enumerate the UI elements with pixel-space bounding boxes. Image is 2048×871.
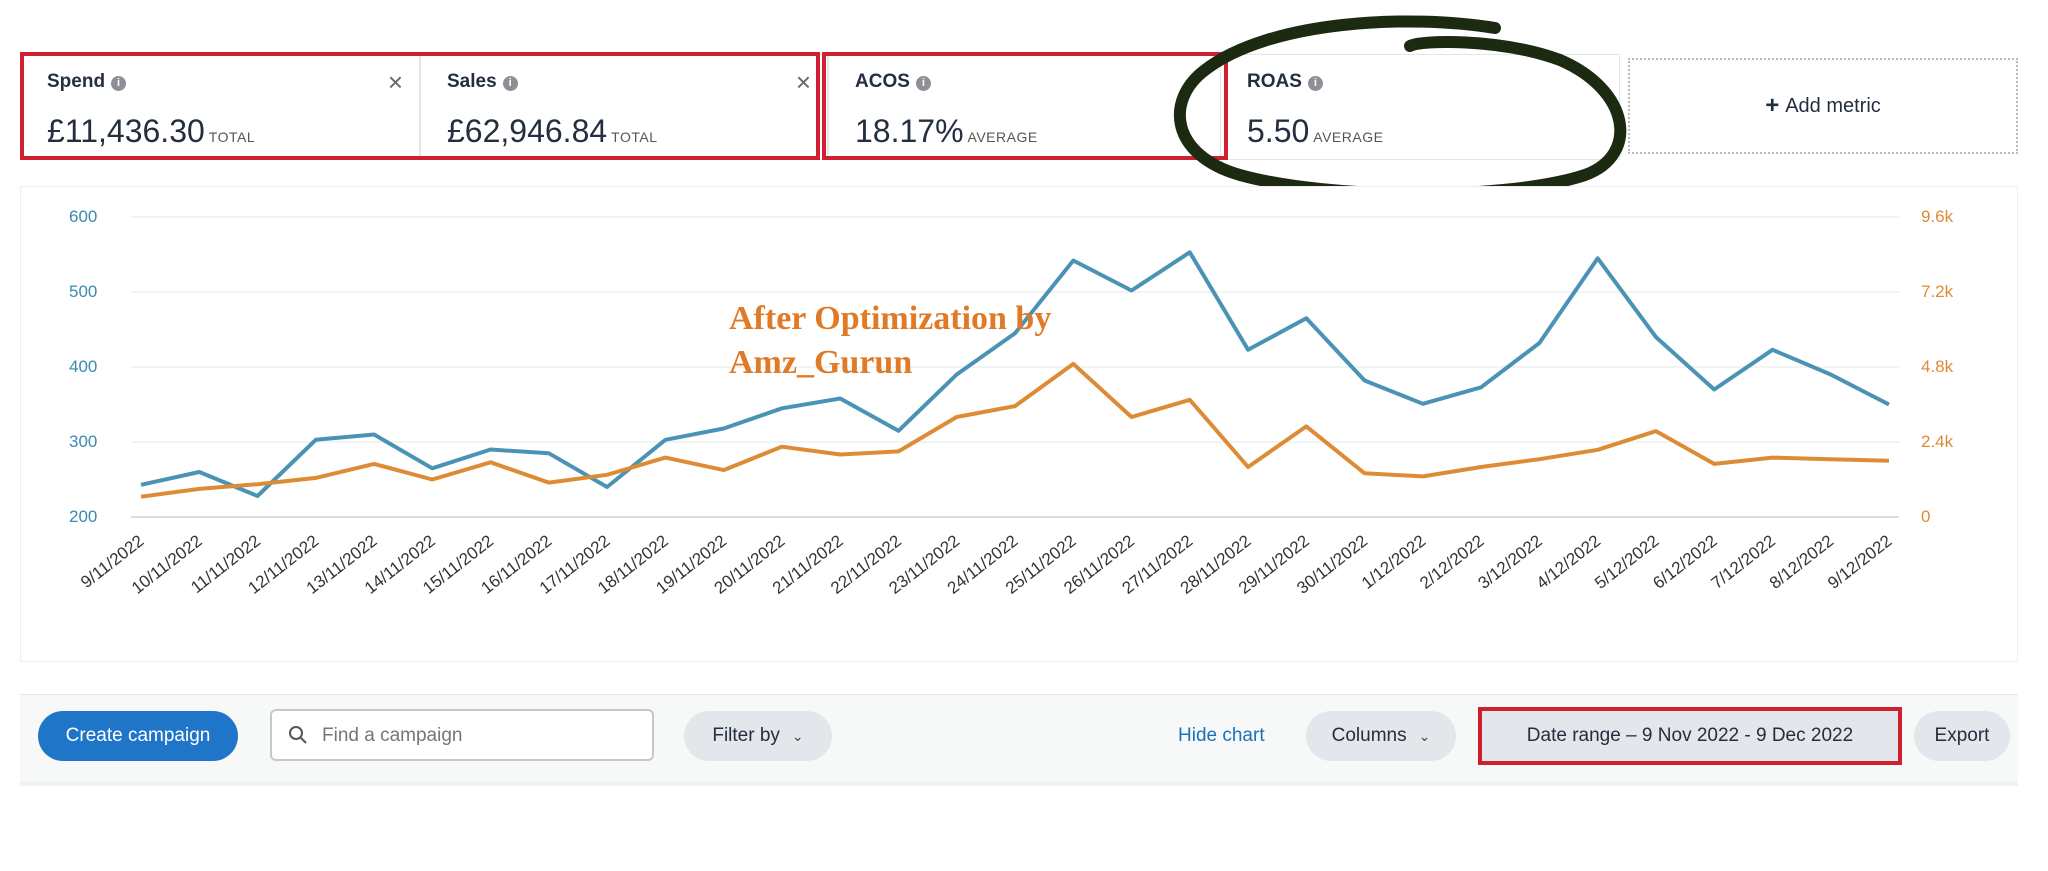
metric-value: 18.17% AVERAGE <box>855 113 1038 150</box>
add-metric-button[interactable]: + Add metric <box>1628 58 2018 154</box>
add-metric-label: Add metric <box>1785 94 1881 117</box>
right-tick: 7.2k <box>1921 282 1954 301</box>
series-line-right-axis <box>140 361 1890 499</box>
x-tick-label: 9/12/2022 <box>1824 531 1895 593</box>
x-tick-label: 1/12/2022 <box>1358 531 1429 593</box>
info-icon[interactable]: i <box>111 76 127 91</box>
highlight-box-date-range <box>1478 707 1902 765</box>
right-axis: 9.6k 7.2k 4.8k 2.4k 0 <box>1921 207 1954 526</box>
close-icon[interactable]: × <box>795 67 811 97</box>
annotation-line: After Optimization by <box>729 300 1051 337</box>
export-button[interactable]: Export <box>1914 711 2010 761</box>
highlight-box-acos <box>822 52 1228 160</box>
metric-name-text: Spend <box>47 71 106 92</box>
metric-name: Sales i <box>447 71 518 93</box>
metric-unit: AVERAGE <box>967 129 1038 145</box>
x-tick-label: 5/12/2022 <box>1591 531 1662 593</box>
left-tick: 300 <box>69 432 97 451</box>
metric-unit: AVERAGE <box>1313 129 1384 145</box>
x-tick-label: 4/12/2022 <box>1533 531 1604 593</box>
x-tick-label: 6/12/2022 <box>1649 531 1720 593</box>
metric-value-text: £62,946.84 <box>447 113 608 149</box>
x-tick-label: 2/12/2022 <box>1416 531 1487 593</box>
metric-row: Spend i £11,436.30 TOTAL × Sales i £62,946.… <box>20 52 2020 160</box>
right-tick: 4.8k <box>1921 357 1954 376</box>
x-tick-label: 7/12/2022 <box>1708 531 1779 593</box>
metric-value-text: £11,436.30 <box>47 113 205 149</box>
metric-name: ACOS i <box>855 71 931 93</box>
metric-value: £62,946.84 TOTAL <box>447 113 657 150</box>
chart-grid <box>131 216 1899 518</box>
highlight-box-spend-sales <box>20 52 820 160</box>
performance-chart: 600 500 400 300 200 9.6k 7.2k 4.8k 2.4k … <box>20 186 2018 662</box>
right-tick: 2.4k <box>1921 432 1954 451</box>
metric-value-text: 5.50 <box>1247 113 1310 149</box>
x-tick-label: 3/12/2022 <box>1475 531 1546 593</box>
info-icon[interactable]: i <box>502 76 518 91</box>
metric-unit: TOTAL <box>611 129 658 145</box>
left-tick: 600 <box>69 207 97 226</box>
chart-series <box>140 250 1890 499</box>
metric-unit: TOTAL <box>208 129 256 145</box>
metric-card-spend[interactable]: Spend i £11,436.30 TOTAL × <box>20 54 420 160</box>
info-icon[interactable]: i <box>1307 76 1323 91</box>
filter-by-label: Filter by <box>712 725 780 746</box>
campaign-toolbar: Create campaign Filter by ⌄ Hide chart Co… <box>20 694 2018 783</box>
x-tick-label: 8/12/2022 <box>1766 531 1837 593</box>
plus-icon: + <box>1765 92 1780 119</box>
metric-value: £11,436.30 TOTAL <box>47 113 255 150</box>
left-axis: 600 500 400 300 200 <box>69 207 97 526</box>
metric-name: ROAS i <box>1247 71 1323 93</box>
x-axis: 9/11/202210/11/202211/11/202212/11/20221… <box>77 531 1895 598</box>
hide-chart-link[interactable]: Hide chart <box>1178 725 1265 746</box>
left-tick: 400 <box>69 357 97 376</box>
metric-value-text: 18.17% <box>855 113 964 149</box>
right-tick: 9.6k <box>1921 207 1954 226</box>
metric-name-text: ROAS <box>1247 71 1302 92</box>
metric-name-text: ACOS <box>855 71 910 92</box>
metric-name-text: Sales <box>447 71 497 92</box>
annotation-circle-stroke <box>1173 15 1627 200</box>
create-campaign-button[interactable]: Create campaign <box>38 711 238 761</box>
search-field[interactable] <box>270 709 654 761</box>
info-icon[interactable]: i <box>915 76 931 91</box>
metric-name: Spend i <box>47 71 127 93</box>
metric-value: 5.50 AVERAGE <box>1247 113 1383 150</box>
series-line-left-axis <box>140 250 1890 498</box>
filter-by-dropdown[interactable]: Filter by ⌄ <box>684 711 832 761</box>
left-tick: 500 <box>69 282 97 301</box>
search-icon <box>289 726 307 744</box>
chart-canvas: 600 500 400 300 200 9.6k 7.2k 4.8k 2.4k … <box>69 207 1954 598</box>
metric-card-acos[interactable]: ACOS i 18.17% AVERAGE <box>828 54 1236 160</box>
left-tick: 200 <box>69 507 97 526</box>
annotation-line: Amz_Gurun <box>729 344 912 381</box>
chart-annotation: After Optimization by Amz_Gurun <box>729 300 1051 381</box>
chevron-down-icon: ⌄ <box>791 727 804 744</box>
date-range-button[interactable]: Date range – 9 Nov 2022 - 9 Dec 2022 <box>1480 709 1900 763</box>
columns-dropdown[interactable]: Columns ⌄ <box>1306 711 1456 761</box>
chevron-down-icon: ⌄ <box>1418 727 1431 744</box>
search-input[interactable] <box>320 721 644 751</box>
date-range-label: Date range – 9 Nov 2022 - 9 Dec 2022 <box>1526 725 1854 746</box>
right-tick: 0 <box>1921 507 1930 526</box>
columns-label: Columns <box>1331 725 1407 746</box>
table-header-hint <box>20 782 2018 786</box>
close-icon[interactable]: × <box>387 67 403 97</box>
